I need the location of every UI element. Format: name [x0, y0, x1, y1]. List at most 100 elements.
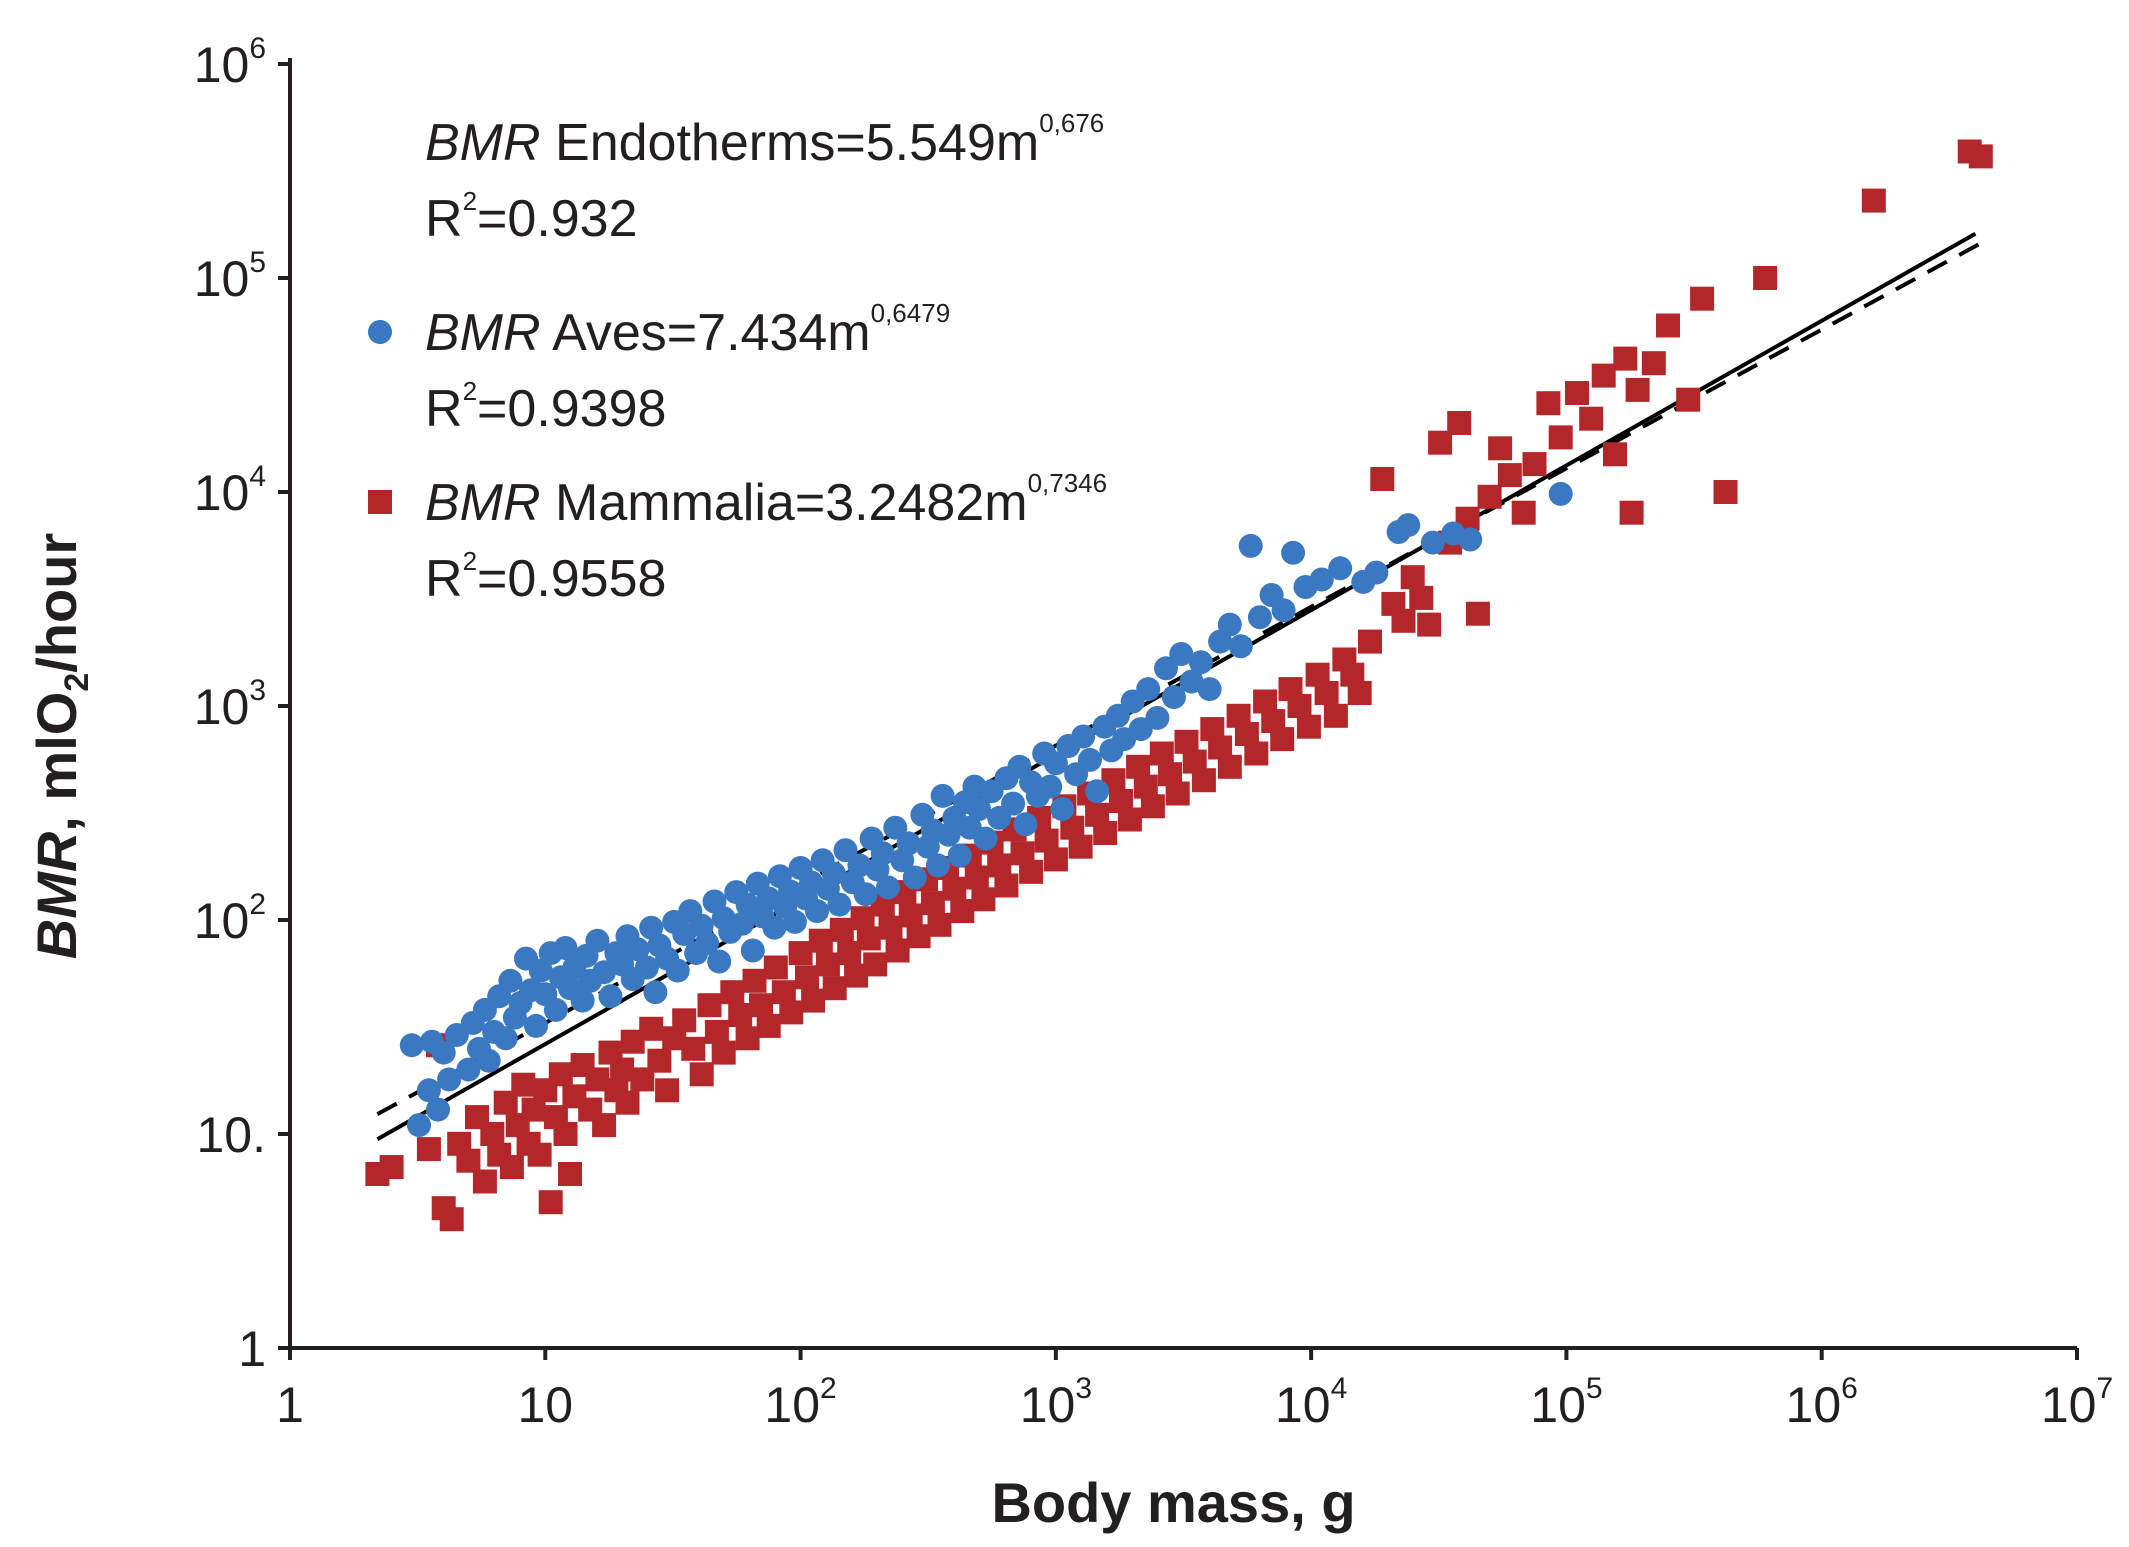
point-mammalia-161 [1968, 144, 1993, 169]
point-mammalia-114 [1244, 741, 1269, 766]
x-tick-exp-5: 5 [1586, 1372, 1603, 1405]
point-mammalia-55 [788, 941, 813, 966]
point-mammalia-65 [856, 926, 881, 951]
point-aves-143 [1328, 556, 1353, 581]
legend-marker-mammalia [368, 490, 392, 514]
x-tick-base-0: 1 [276, 1377, 304, 1433]
point-mammalia-48 [735, 1026, 760, 1051]
axis-titles: Body mass, g BMR, mlO2/hour [25, 533, 1356, 1534]
point-mammalia-132 [1409, 585, 1434, 610]
point-aves-134 [1217, 612, 1242, 637]
point-mammalia-53 [771, 980, 796, 1005]
point-aves-84 [876, 875, 900, 900]
point-aves-113 [1050, 797, 1075, 821]
y-tick-base-5: 10 [194, 251, 250, 307]
y-axis-title: BMR, mlO2/hour [25, 533, 96, 959]
point-aves-112 [1043, 751, 1068, 776]
legend-r2-1: R2=0.9398 [425, 376, 666, 438]
point-aves-88 [902, 865, 927, 890]
point-mammalia-153 [1641, 351, 1666, 376]
legend-r2-prefix-2: R [425, 550, 463, 608]
legend-equation-0: BMR Endotherms=5.549m0,676 [425, 108, 1104, 172]
point-mammalia-147 [1579, 406, 1604, 431]
point-aves-83 [870, 841, 895, 866]
point-mammalia-87 [1019, 859, 1044, 884]
point-aves-87 [896, 831, 921, 856]
point-mammalia-54 [779, 1000, 804, 1025]
y-tick-label-2: 102 [194, 888, 266, 949]
point-mammalia-83 [987, 853, 1012, 878]
point-aves-121 [1105, 703, 1130, 728]
point-mammalia-2 [416, 1137, 441, 1162]
point-aves-4 [426, 1097, 450, 1122]
point-aves-40 [625, 937, 650, 962]
point-aves-27 [553, 936, 578, 960]
point-mammalia-158 [1753, 266, 1778, 290]
point-mammalia-57 [801, 988, 826, 1013]
point-aves-79 [847, 853, 872, 878]
point-mammalia-1 [379, 1155, 404, 1180]
point-mammalia-119 [1287, 694, 1312, 718]
x-tick-label-5: 105 [1530, 1372, 1602, 1433]
x-tick-base-6: 10 [1786, 1377, 1842, 1433]
y-tick-base-3: 10 [194, 679, 250, 735]
point-mammalia-64 [850, 906, 875, 931]
legend-exponent-2: 0,7346 [1028, 468, 1108, 498]
point-mammalia-140 [1488, 436, 1513, 461]
legend-r2-value-2: =0.9558 [477, 550, 666, 608]
point-mammalia-61 [829, 917, 854, 942]
point-mammalia-74 [920, 891, 945, 916]
point-mammalia-37 [647, 1048, 672, 1073]
point-mammalia-59 [815, 952, 840, 977]
y-tick-label-0: 1 [238, 1321, 266, 1377]
y-axis-title-tail: /hour [25, 533, 88, 673]
point-mammalia-151 [1619, 500, 1644, 525]
point-aves-16 [498, 968, 523, 993]
x-tick-label-6: 106 [1786, 1372, 1858, 1433]
point-mammalia-155 [1676, 387, 1701, 412]
x-tick-base-4: 10 [1275, 1377, 1331, 1433]
y-tick-exp-3: 3 [249, 674, 266, 707]
point-mammalia-128 [1370, 467, 1395, 491]
x-tick-label-2: 102 [764, 1372, 836, 1433]
point-aves-30 [570, 988, 595, 1013]
point-mammalia-45 [711, 1040, 736, 1065]
point-mammalia-144 [1536, 391, 1561, 416]
point-mammalia-58 [808, 928, 833, 953]
point-mammalia-46 [720, 980, 745, 1005]
point-mammalia-51 [756, 1013, 781, 1038]
point-mammalia-156 [1690, 286, 1715, 311]
point-aves-137 [1247, 605, 1272, 630]
legend-r2-prefix-0: R [425, 190, 463, 248]
point-mammalia-69 [885, 938, 910, 963]
point-mammalia-108 [1191, 768, 1216, 793]
point-aves-5 [431, 1040, 456, 1065]
point-aves-145 [1364, 560, 1389, 585]
point-mammalia-23 [553, 1122, 578, 1146]
x-tick-base-1: 10 [517, 1377, 573, 1433]
x-tick-base-2: 10 [764, 1377, 820, 1433]
x-axis-title: Body mass, g [991, 1471, 1355, 1534]
x-tick-label-1: 10 [517, 1377, 573, 1433]
point-aves-136 [1238, 533, 1263, 558]
y-tick-base-2: 10 [194, 893, 250, 949]
y-tick-exp-5: 5 [249, 246, 266, 279]
point-mammalia-93 [1068, 834, 1093, 859]
y-tick-exp-2: 2 [249, 888, 266, 921]
point-aves-85 [883, 815, 908, 840]
point-mammalia-77 [942, 876, 967, 901]
point-mammalia-133 [1417, 612, 1442, 637]
point-aves-150 [1458, 527, 1483, 552]
point-aves-41 [634, 955, 659, 980]
y-tick-label-5: 105 [194, 246, 266, 307]
point-aves-60 [740, 938, 765, 963]
y-tick-label-1: 10. [196, 1107, 266, 1163]
legend-r2-0: R2=0.932 [425, 186, 638, 248]
point-aves-21 [524, 1013, 548, 1038]
point-mammalia-71 [898, 903, 923, 928]
y-tick-exp-6: 6 [249, 32, 266, 65]
point-aves-25 [543, 997, 568, 1022]
point-mammalia-42 [689, 1062, 714, 1087]
